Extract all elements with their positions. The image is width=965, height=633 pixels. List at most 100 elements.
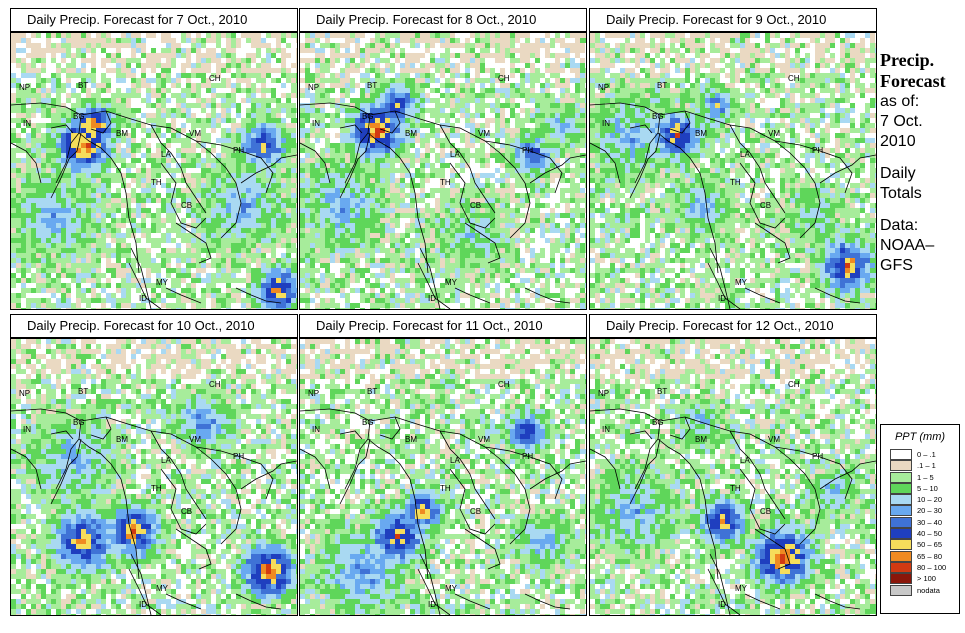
country-label-ph: PH — [233, 146, 244, 155]
country-label-bt: BT — [657, 81, 667, 90]
country-label-np: NP — [308, 83, 319, 92]
country-label-la: LA — [450, 456, 460, 465]
country-label-cb: CB — [470, 507, 481, 516]
legend-label: 20 – 30 — [917, 506, 943, 516]
country-label-cb: CB — [470, 201, 481, 210]
country-label-bg: BG — [362, 112, 374, 121]
forecast-panel-3: Daily Precip. Forecast for 9 Oct., 2010 … — [589, 8, 877, 310]
precip-field — [590, 33, 876, 309]
country-label-bm: BM — [695, 129, 707, 138]
legend-title: PPT (mm) — [894, 431, 946, 443]
country-borders — [300, 408, 586, 615]
legend-label: 50 – 65 — [917, 540, 943, 550]
legend-swatch — [890, 505, 912, 517]
country-label-in: IN — [312, 119, 320, 128]
country-label-id: ID — [139, 600, 147, 609]
country-label-th: TH — [730, 178, 741, 187]
country-label-in: IN — [23, 119, 31, 128]
legend-swatch — [890, 460, 912, 472]
legend-swatch — [890, 584, 912, 596]
country-label-in: IN — [23, 425, 31, 434]
source-label: GFS — [880, 257, 913, 274]
country-label-bg: BG — [362, 418, 374, 427]
panel-title: Daily Precip. Forecast for 12 Oct., 2010 — [589, 314, 877, 338]
country-label-th: TH — [440, 178, 451, 187]
forecast-panel-6: Daily Precip. Forecast for 12 Oct., 2010… — [589, 314, 877, 616]
country-label-ph: PH — [233, 452, 244, 461]
country-label-vm: VM — [189, 129, 201, 138]
legend-swatch — [890, 471, 912, 483]
country-label-la: LA — [161, 150, 171, 159]
country-label-id: ID — [428, 294, 436, 303]
panel-title: Daily Precip. Forecast for 7 Oct., 2010 — [10, 8, 298, 32]
precip-field — [300, 339, 586, 615]
country-label-id: ID — [718, 294, 726, 303]
country-label-id: ID — [139, 294, 147, 303]
country-label-ch: CH — [788, 380, 800, 389]
country-label-ch: CH — [498, 380, 510, 389]
legend-item: 50 – 65 — [881, 539, 959, 551]
country-label-ch: CH — [498, 74, 510, 83]
legend-label: 65 – 80 — [917, 551, 943, 561]
legend-item: 40 – 50 — [881, 528, 959, 540]
legend-item: 65 – 80 — [881, 550, 959, 562]
forecast-panel-1: Daily Precip. Forecast for 7 Oct., 2010 … — [10, 8, 298, 310]
precip-field — [11, 33, 297, 309]
legend-item: .1 – 1 — [881, 460, 959, 472]
country-label-in: IN — [602, 425, 610, 434]
legend-label: > 100 — [917, 574, 936, 584]
country-label-bg: BG — [73, 418, 85, 427]
totals-label: Totals — [880, 185, 922, 202]
panel-title: Daily Precip. Forecast for 11 Oct., 2010 — [299, 314, 587, 338]
country-borders — [300, 102, 586, 309]
country-label-th: TH — [440, 484, 451, 493]
legend-item: 20 – 30 — [881, 505, 959, 517]
country-label-bt: BT — [78, 81, 88, 90]
country-label-id: ID — [428, 600, 436, 609]
source-label: Data: — [880, 217, 919, 234]
legend-swatch — [890, 482, 912, 494]
country-label-vm: VM — [768, 129, 780, 138]
country-label-ch: CH — [788, 74, 800, 83]
legend-label: 1 – 5 — [917, 472, 934, 482]
precip-map: NP BT CH IN BG BM VM LA TH CB MY ID PH — [589, 32, 877, 310]
country-label-ch: CH — [209, 74, 221, 83]
country-label-bt: BT — [367, 387, 377, 396]
country-borders — [11, 102, 297, 309]
legend-item: 5 – 10 — [881, 482, 959, 494]
country-label-bg: BG — [652, 112, 664, 121]
side-info: Precip. Forecast as of: 7 Oct. 2010 Dail… — [880, 50, 962, 276]
legend-item: 0 – .1 — [881, 449, 959, 460]
country-borders — [590, 408, 876, 615]
country-label-bm: BM — [405, 435, 417, 444]
source-label: NOAA– — [880, 237, 935, 254]
country-label-my: MY — [735, 584, 748, 593]
country-label-in: IN — [312, 425, 320, 434]
country-label-ph: PH — [522, 452, 533, 461]
legend-item: 30 – 40 — [881, 516, 959, 528]
country-label-cb: CB — [181, 201, 192, 210]
country-label-vm: VM — [478, 435, 490, 444]
legend-label: 40 – 50 — [917, 529, 943, 539]
country-label-my: MY — [735, 278, 748, 287]
legend-swatch — [890, 573, 912, 585]
country-label-bm: BM — [695, 435, 707, 444]
country-label-la: LA — [450, 150, 460, 159]
legend-swatch — [890, 528, 912, 540]
precip-field — [590, 339, 876, 615]
country-label-id: ID — [718, 600, 726, 609]
forecast-panel-2: Daily Precip. Forecast for 8 Oct., 2010 … — [299, 8, 587, 310]
legend-item: 80 – 100 — [881, 561, 959, 573]
panel-title: Daily Precip. Forecast for 8 Oct., 2010 — [299, 8, 587, 32]
legend-swatch — [890, 550, 912, 562]
country-label-th: TH — [151, 178, 162, 187]
country-label-vm: VM — [189, 435, 201, 444]
country-label-bg: BG — [652, 418, 664, 427]
precip-field — [300, 33, 586, 309]
country-label-ph: PH — [812, 452, 823, 461]
asof-year: 2010 — [880, 133, 916, 150]
country-label-ch: CH — [209, 380, 221, 389]
country-label-np: NP — [598, 389, 609, 398]
precip-map: NP BT CH IN BG BM VM LA TH CB MY ID PH — [10, 338, 298, 616]
